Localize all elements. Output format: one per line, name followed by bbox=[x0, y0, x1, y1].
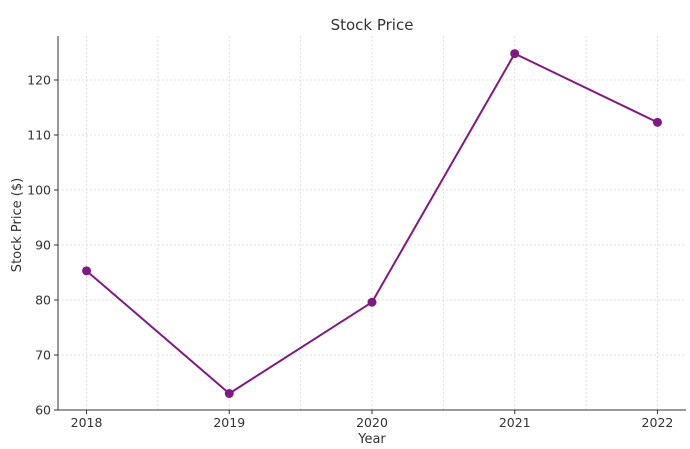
y-tick-label: 70 bbox=[35, 348, 51, 363]
data-point bbox=[224, 389, 234, 398]
data-point bbox=[82, 266, 92, 276]
y-tick-label: 100 bbox=[27, 183, 51, 198]
y-tick-label: 80 bbox=[35, 293, 51, 308]
y-tick-label: 110 bbox=[27, 128, 51, 143]
x-tick-label: 2020 bbox=[356, 415, 388, 430]
x-tick-label: 2019 bbox=[213, 415, 245, 430]
data-point bbox=[652, 117, 662, 127]
y-axis-label: Stock Price ($) bbox=[10, 178, 25, 272]
x-tick-label: 2022 bbox=[642, 415, 674, 430]
x-axis-label: Year bbox=[357, 432, 386, 447]
y-tick-label: 60 bbox=[35, 403, 51, 418]
tick-labels: 2018 2019 2020 2021 2022 60 70 80 90 100 110 120 bbox=[27, 73, 673, 431]
data-point bbox=[367, 297, 377, 307]
x-tick-label: 2018 bbox=[71, 415, 103, 430]
series-layer bbox=[82, 49, 662, 398]
chart-title: Stock Price bbox=[331, 16, 414, 34]
y-tick-label: 120 bbox=[27, 73, 51, 88]
grid-lines bbox=[58, 36, 686, 411]
data-point bbox=[510, 49, 520, 59]
x-tick-label: 2021 bbox=[499, 415, 531, 430]
y-tick-label: 90 bbox=[35, 238, 51, 253]
